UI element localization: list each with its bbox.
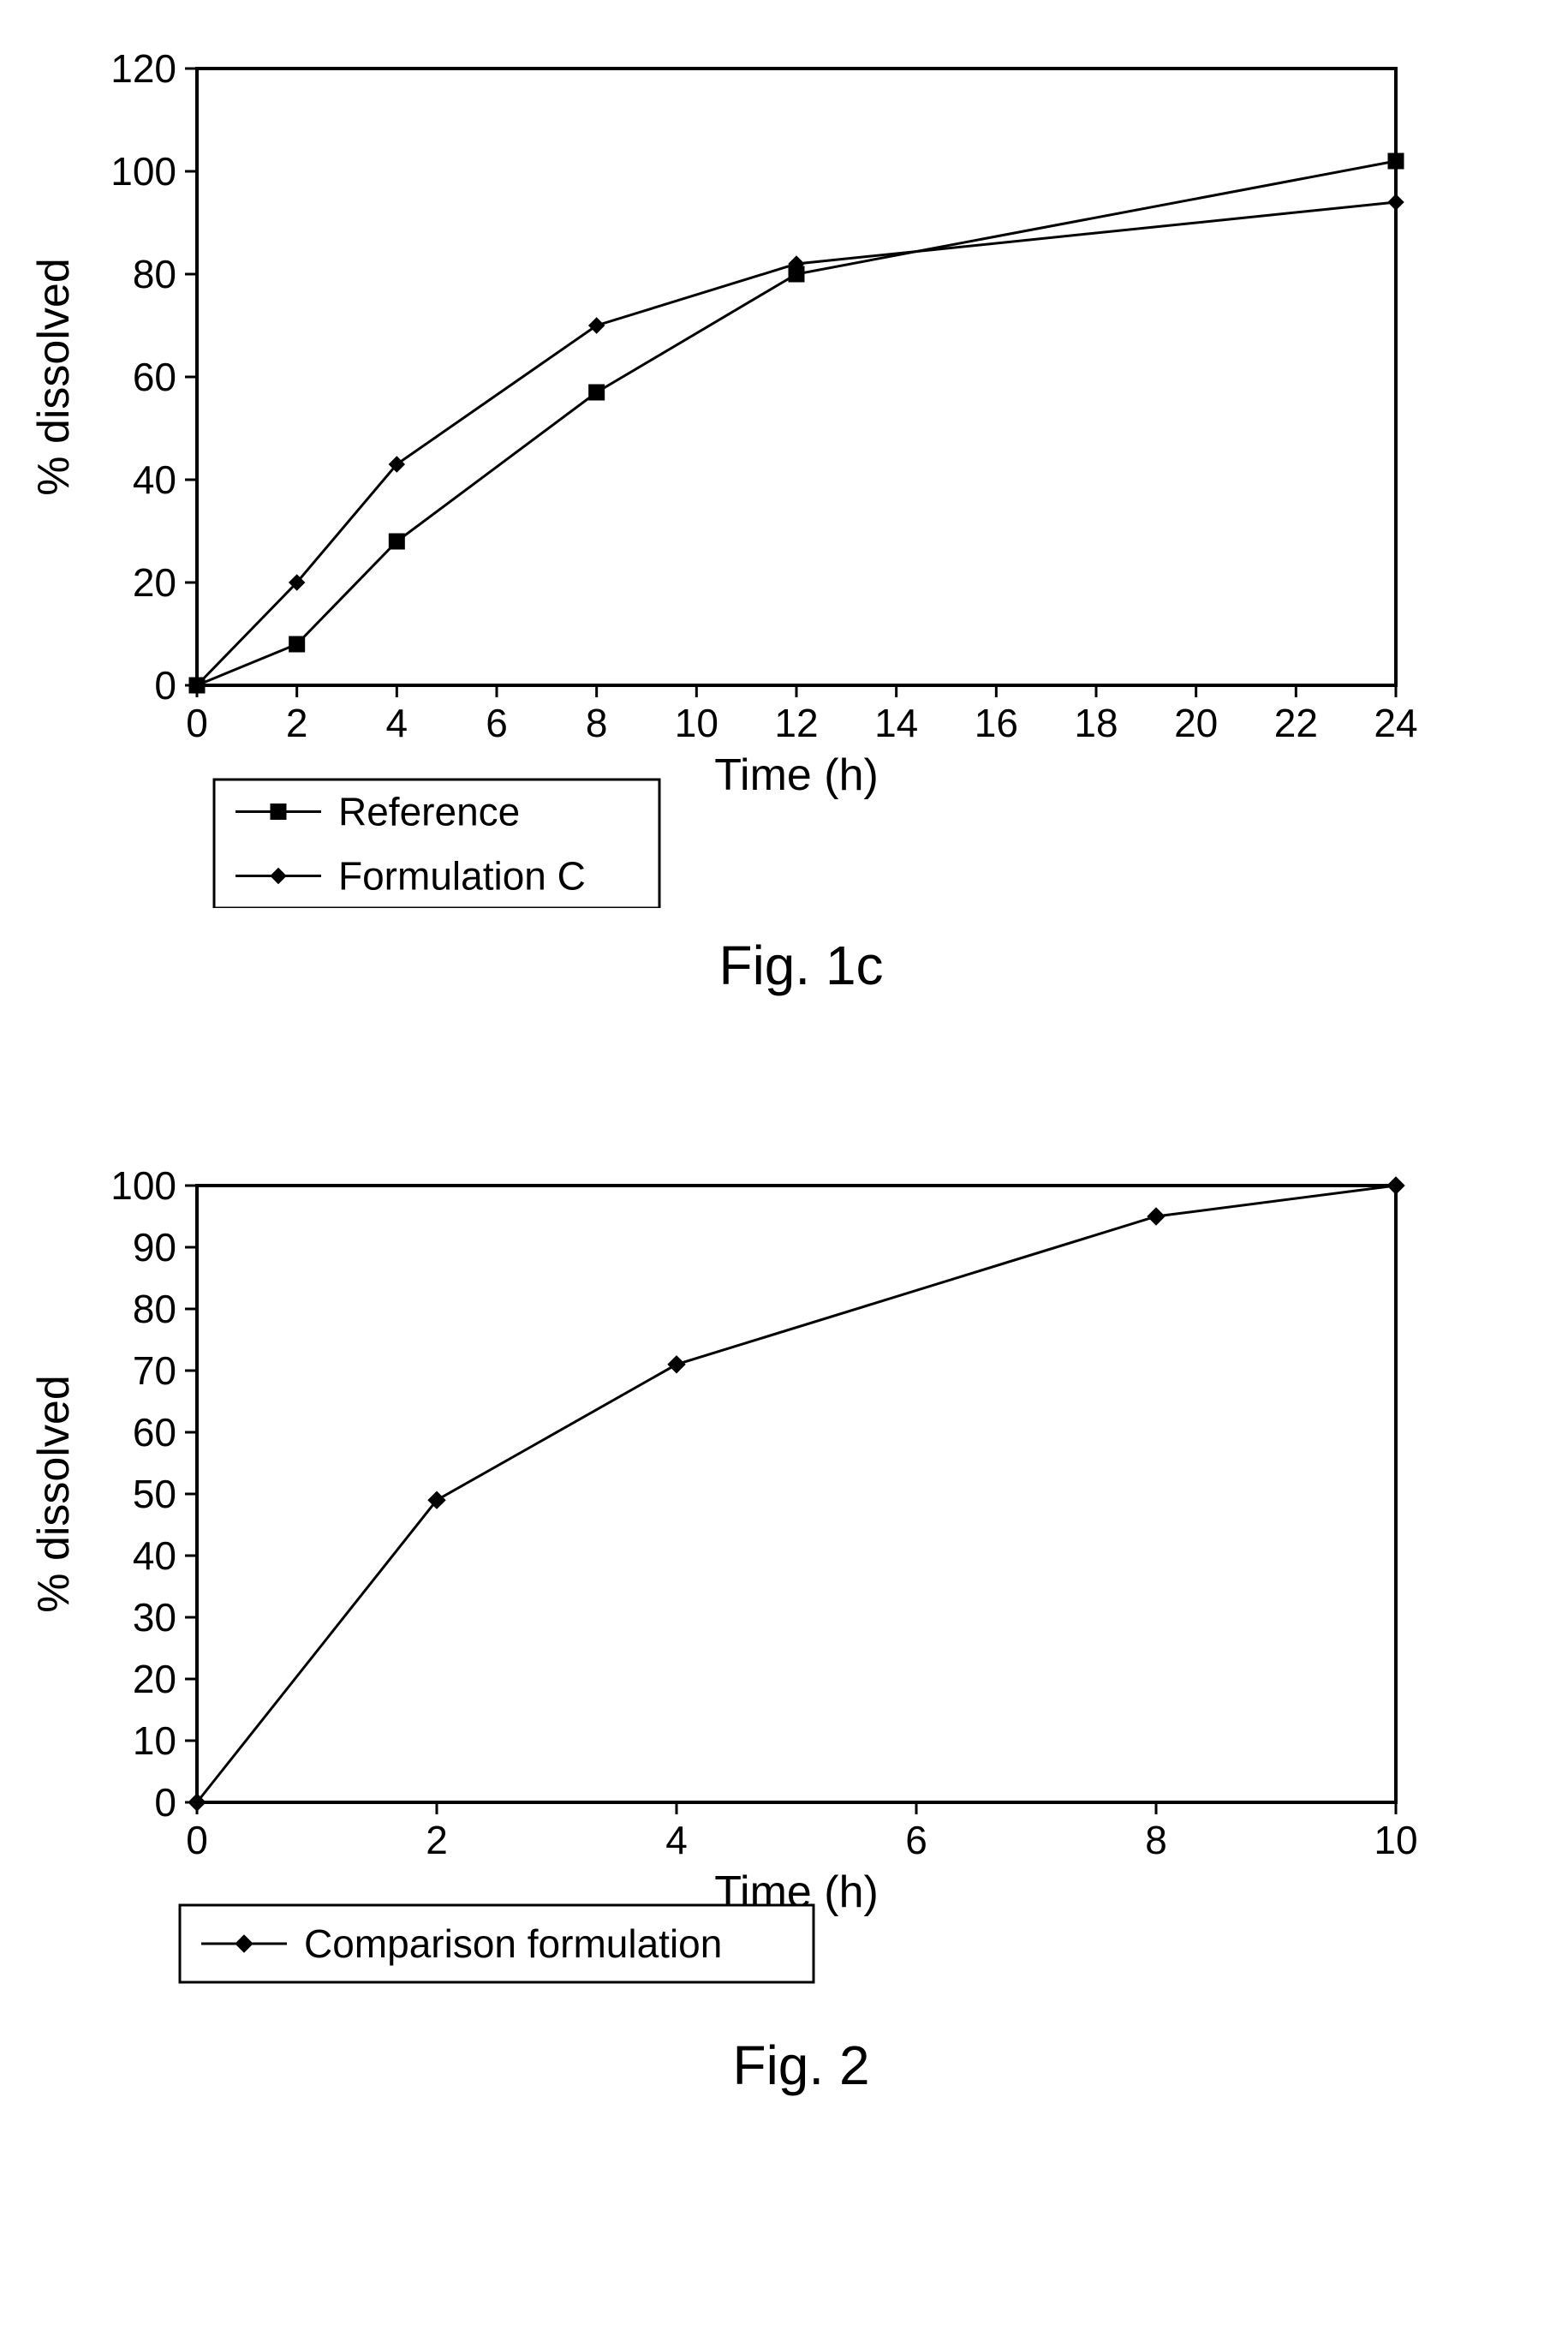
chart-1c: 024681012141618202224020406080100120% di… bbox=[17, 34, 1568, 908]
chart2-xtick-label: 6 bbox=[905, 1818, 927, 1862]
chart1-ytick-label: 0 bbox=[154, 663, 176, 708]
figure-1c: 024681012141618202224020406080100120% di… bbox=[17, 34, 1568, 997]
chart2-xtick-label: 4 bbox=[665, 1818, 688, 1862]
chart2-ytick-label: 60 bbox=[133, 1410, 176, 1455]
chart1-xtick-label: 22 bbox=[1274, 701, 1318, 745]
figure-2: 02468100102030405060708090100% dissolved… bbox=[17, 1151, 1568, 2097]
chart2-ytick-label: 70 bbox=[133, 1348, 176, 1393]
chart1-series-marker-0 bbox=[589, 385, 605, 400]
chart2-ytick-label: 90 bbox=[133, 1225, 176, 1270]
chart1-xtick-label: 2 bbox=[286, 701, 308, 745]
figure-1c-caption: Fig. 1c bbox=[17, 934, 1568, 997]
chart1-series-marker-0 bbox=[1388, 153, 1404, 169]
chart1-series-marker-0 bbox=[289, 636, 305, 652]
chart1-xtick-label: 6 bbox=[486, 701, 508, 745]
chart1-ytick-label: 60 bbox=[133, 355, 176, 399]
chart2-ytick-label: 0 bbox=[154, 1780, 176, 1825]
chart1-xtick-label: 18 bbox=[1074, 701, 1118, 745]
chart2-ytick-label: 40 bbox=[133, 1533, 176, 1578]
chart2-ytick-label: 100 bbox=[110, 1163, 176, 1208]
chart2-ytick-label: 10 bbox=[133, 1718, 176, 1763]
chart2-ytick-label: 50 bbox=[133, 1472, 176, 1516]
chart1-legend-label-0: Reference bbox=[338, 790, 520, 834]
chart2-ytick-label: 20 bbox=[133, 1657, 176, 1701]
chart1-legend-label-1: Formulation C bbox=[338, 854, 586, 899]
chart2-xtick-label: 10 bbox=[1374, 1818, 1417, 1862]
chart1-svg: 024681012141618202224020406080100120% di… bbox=[17, 34, 1473, 908]
chart1-xtick-label: 16 bbox=[975, 701, 1018, 745]
chart1-ytick-label: 40 bbox=[133, 457, 176, 502]
chart1-ytick-label: 80 bbox=[133, 252, 176, 296]
chart1-xtick-label: 12 bbox=[774, 701, 818, 745]
chart1-xtick-label: 24 bbox=[1374, 701, 1417, 745]
chart1-ytick-label: 120 bbox=[110, 46, 176, 91]
chart2-ytick-label: 80 bbox=[133, 1287, 176, 1331]
chart1-xtick-label: 14 bbox=[874, 701, 918, 745]
chart2-ylabel: % dissolved bbox=[29, 1375, 79, 1612]
chart1-xtick-label: 8 bbox=[586, 701, 608, 745]
chart1-xtick-label: 4 bbox=[386, 701, 408, 745]
chart2-svg: 02468100102030405060708090100% dissolved… bbox=[17, 1151, 1473, 2008]
chart1-xtick-label: 10 bbox=[675, 701, 718, 745]
chart1-legend-marker-0 bbox=[271, 804, 286, 820]
chart1-ylabel: % dissolved bbox=[29, 258, 79, 495]
chart2-plot-area bbox=[197, 1186, 1396, 1802]
chart1-plot-area bbox=[197, 69, 1396, 685]
chart2-xtick-label: 2 bbox=[426, 1818, 448, 1862]
chart-2: 02468100102030405060708090100% dissolved… bbox=[17, 1151, 1568, 2008]
chart1-xtick-label: 20 bbox=[1174, 701, 1218, 745]
figure-2-caption: Fig. 2 bbox=[17, 2034, 1568, 2097]
chart1-xlabel: Time (h) bbox=[714, 750, 879, 800]
chart1-ytick-label: 100 bbox=[110, 149, 176, 194]
chart2-xtick-label: 0 bbox=[186, 1818, 208, 1862]
chart1-ytick-label: 20 bbox=[133, 560, 176, 605]
chart1-series-marker-0 bbox=[389, 534, 404, 549]
page: 024681012141618202224020406080100120% di… bbox=[17, 34, 1568, 2097]
chart1-xtick-label: 0 bbox=[186, 701, 208, 745]
chart2-ytick-label: 30 bbox=[133, 1595, 176, 1640]
chart2-legend-label-0: Comparison formulation bbox=[304, 1921, 722, 1966]
chart2-xtick-label: 8 bbox=[1145, 1818, 1167, 1862]
